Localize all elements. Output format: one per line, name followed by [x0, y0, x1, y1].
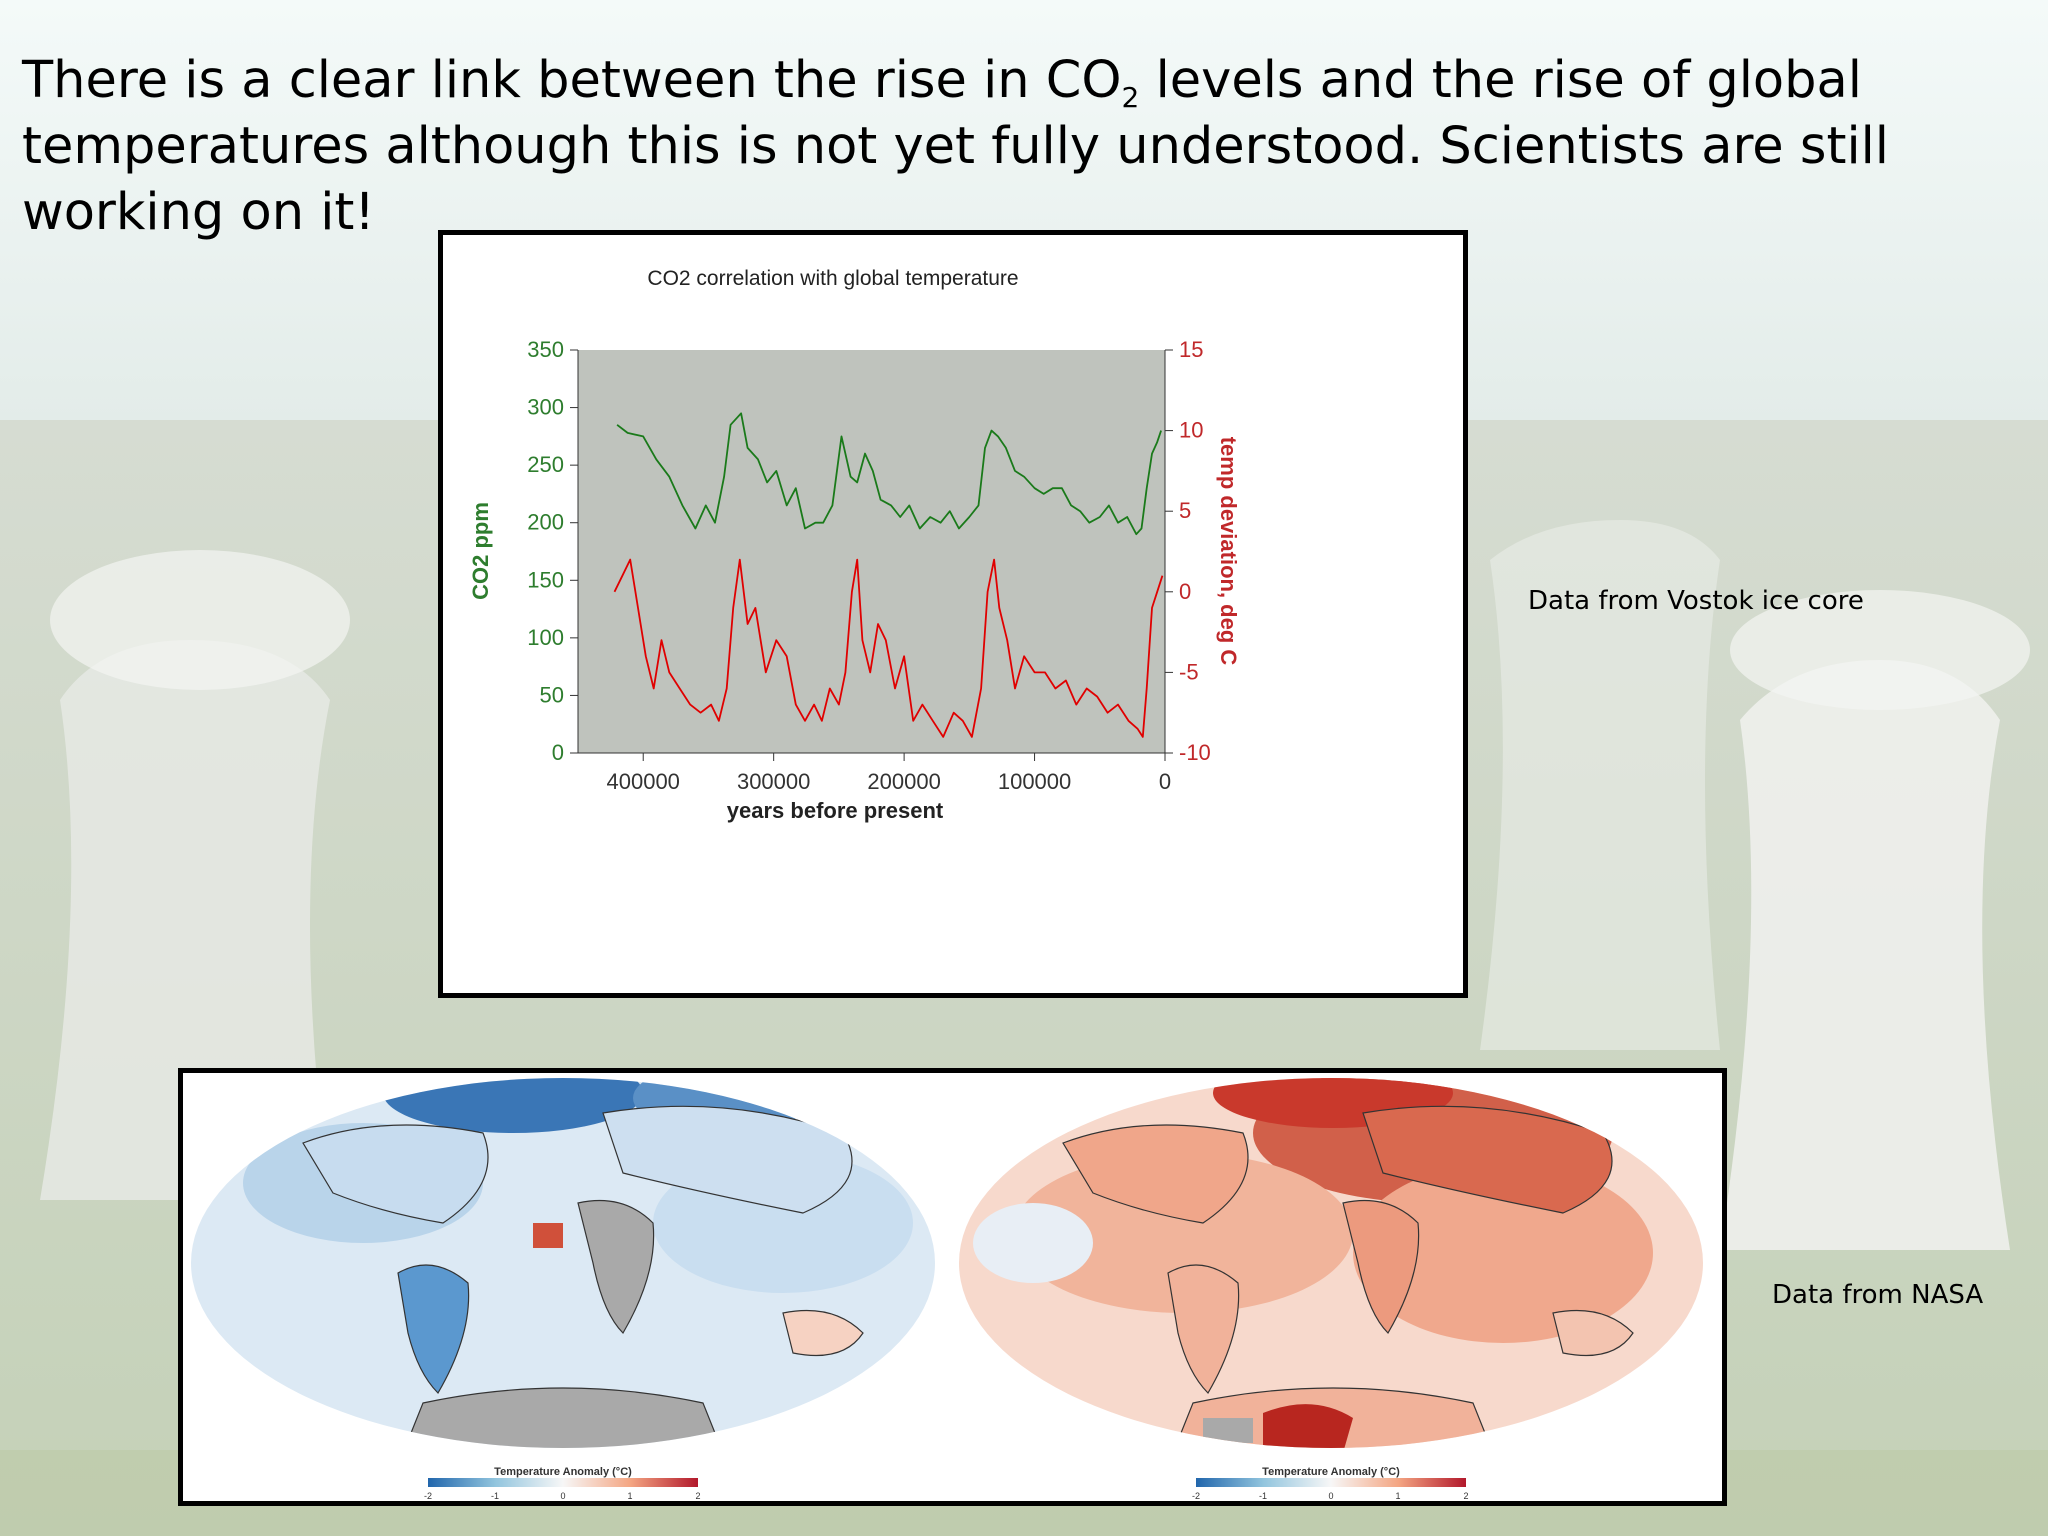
caption-nasa: Data from NASA — [1772, 1280, 1984, 1310]
landmass-antarctica — [402, 1387, 724, 1448]
y-left-tick-label: 50 — [540, 682, 564, 707]
legend-tick: 2 — [1463, 1491, 1468, 1501]
legend-tick: -2 — [424, 1491, 432, 1501]
legend-tick: 0 — [560, 1491, 565, 1501]
x-tick-label: 300000 — [737, 769, 810, 794]
x-tick-label: 400000 — [607, 769, 680, 794]
cooling-tower-left — [40, 640, 330, 1200]
hot-patch-antarctica — [1263, 1404, 1353, 1448]
landmass-africa — [577, 1200, 655, 1334]
legend-title: Temperature Anomaly (°C) — [1262, 1466, 1400, 1478]
landmass-eurasia — [602, 1105, 853, 1214]
x-axis-label: years before present — [727, 798, 944, 823]
legend-tick: -1 — [1259, 1491, 1267, 1501]
y-left-tick-label: 200 — [527, 510, 564, 535]
y-left-tick-label: 100 — [527, 625, 564, 650]
co2-temperature-chart: CO2 correlation with global temperature … — [438, 230, 1468, 998]
y-axis-left-label: CO2 ppm — [468, 502, 493, 600]
landmass-australia — [782, 1310, 864, 1356]
map-left: Temperature Anomaly (°C) -2 -1 0 1 2 — [191, 1078, 935, 1501]
steam-cloud — [1730, 590, 2030, 710]
y-left-tick-label: 150 — [527, 567, 564, 592]
y-right-tick-label: 0 — [1179, 579, 1191, 604]
caption-vostok: Data from Vostok ice core — [1528, 586, 1864, 616]
headline-text: There is a clear link between the rise i… — [22, 48, 2022, 246]
landmass-south-america — [397, 1264, 470, 1394]
legend-colorbar — [428, 1478, 698, 1487]
cool-patch — [973, 1203, 1093, 1283]
y-right-tick-label: 5 — [1179, 498, 1191, 523]
warm-region — [1353, 1163, 1653, 1343]
legend-tick: 1 — [1395, 1491, 1400, 1501]
x-tick-label: 200000 — [867, 769, 940, 794]
landmass-north-america — [302, 1124, 489, 1224]
y-left-tick-label: 350 — [527, 337, 564, 362]
cooling-tower-right — [1720, 660, 2010, 1250]
axes: 400000 300000 200000 100000 0050100150200250… — [527, 337, 1211, 794]
legend-tick: 1 — [627, 1491, 632, 1501]
x-tick-label: 100000 — [998, 769, 1071, 794]
y-right-tick-label: -10 — [1179, 740, 1211, 765]
headline-part-2: levels and the rise of global temperatur… — [22, 51, 1889, 242]
cooling-tower-center — [1480, 520, 1720, 1050]
y-axis-right-label: temp deviation, deg C — [1216, 437, 1241, 666]
landmass-north-america — [1062, 1124, 1249, 1224]
temperature-anomaly-maps: Temperature Anomaly (°C) -2 -1 0 1 2 — [178, 1068, 1727, 1506]
legend-title: Temperature Anomaly (°C) — [494, 1466, 632, 1478]
y-right-tick-label: 10 — [1179, 418, 1203, 443]
y-left-tick-label: 300 — [527, 395, 564, 420]
y-right-tick-label: -5 — [1179, 659, 1199, 684]
legend-tick: -1 — [491, 1491, 499, 1501]
y-right-tick-label: 15 — [1179, 337, 1203, 362]
legend-tick: 2 — [695, 1491, 700, 1501]
steam-cloud — [50, 550, 350, 690]
co2-series-line — [616, 412, 1162, 536]
y-left-tick-label: 250 — [527, 452, 564, 477]
x-tick-label: 0 — [1159, 769, 1171, 794]
landmass-africa — [1342, 1200, 1420, 1334]
legend-colorbar — [1196, 1478, 1466, 1487]
headline-subscript: 2 — [1121, 81, 1140, 114]
legend-tick: -2 — [1192, 1491, 1200, 1501]
landmass-eurasia — [1362, 1105, 1613, 1214]
plot-area — [578, 350, 1165, 753]
landmass-south-america — [1167, 1264, 1240, 1394]
y-left-tick-label: 0 — [552, 740, 564, 765]
warm-patch — [533, 1223, 563, 1248]
map-right: Temperature Anomaly (°C) -2 -1 0 1 2 — [959, 1078, 1703, 1501]
maps-svg: Temperature Anomaly (°C) -2 -1 0 1 2 — [191, 1078, 1703, 1501]
headline-part-1: There is a clear link between the rise i… — [22, 51, 1122, 110]
temperature-series-line — [613, 558, 1164, 738]
cold-region — [383, 1078, 643, 1133]
series-lines — [613, 412, 1164, 738]
landmass-australia — [1552, 1310, 1634, 1356]
chart-svg: CO2 correlation with global temperature … — [468, 267, 1241, 823]
no-data-patch — [1203, 1418, 1253, 1443]
chart-title: CO2 correlation with global temperature — [647, 267, 1018, 290]
legend-tick: 0 — [1328, 1491, 1333, 1501]
